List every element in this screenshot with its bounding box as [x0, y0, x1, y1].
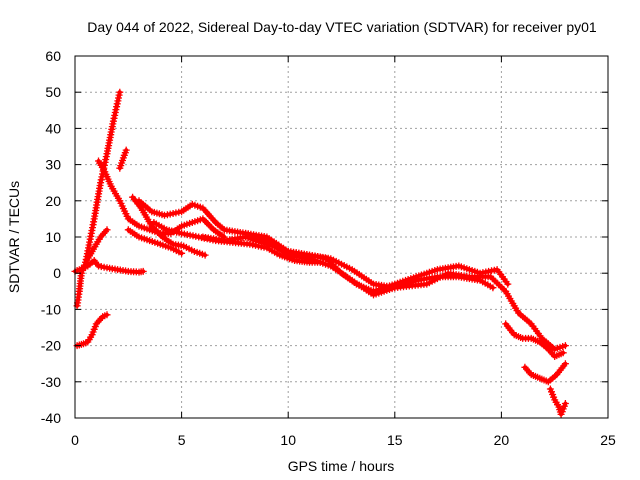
series-arc-4	[82, 88, 124, 266]
data-point-markers	[124, 226, 186, 257]
series-arc-16	[546, 385, 569, 418]
series-arc-3	[73, 311, 111, 350]
y-tick-label: 10	[45, 229, 61, 245]
y-tick-label: -20	[41, 338, 61, 354]
x-tick-label: 20	[494, 432, 510, 448]
series-arc-7	[124, 226, 186, 257]
data-point-markers	[116, 146, 130, 172]
y-tick-label: -40	[41, 410, 61, 426]
series-arc-9	[135, 197, 228, 234]
data-point-markers	[242, 229, 569, 353]
series-arc-6	[116, 146, 130, 172]
chart-title: Day 044 of 2022, Sidereal Day-to-day VTE…	[87, 19, 597, 35]
axes: -40 -30 -20 -10 0 10 20 30 40 50 60 0 5 10 15 20 25	[41, 48, 616, 448]
data-point-markers	[521, 360, 569, 386]
x-axis-label: GPS time / hours	[288, 458, 395, 474]
series-arc-13	[242, 229, 569, 353]
x-tick-label: 5	[178, 432, 186, 448]
y-axis-label: SDTVAR / TECUs	[6, 181, 22, 293]
series-arc-14	[502, 320, 567, 360]
y-tick-label: 40	[45, 120, 61, 136]
x-tick-label: 15	[387, 432, 403, 448]
data-point-markers	[150, 219, 324, 266]
x-tick-label: 10	[280, 432, 296, 448]
y-tick-label: -10	[41, 301, 61, 317]
data-point-markers	[546, 385, 569, 418]
plot-area	[71, 88, 569, 418]
y-tick-label: 0	[53, 265, 61, 281]
data-point-markers	[502, 320, 567, 360]
x-tick-label: 0	[71, 432, 79, 448]
grid	[75, 56, 608, 418]
series-arc-10	[150, 219, 324, 266]
data-point-markers	[135, 197, 228, 234]
series-arc-8	[129, 193, 209, 259]
y-tick-label: 30	[45, 157, 61, 173]
data-point-markers	[82, 88, 124, 266]
y-tick-label: 20	[45, 193, 61, 209]
y-tick-label: 50	[45, 84, 61, 100]
x-tick-label: 25	[600, 432, 616, 448]
data-point-markers	[129, 193, 209, 259]
y-tick-label: 60	[45, 48, 61, 64]
series-arc-15	[521, 360, 569, 386]
y-tick-label: -30	[41, 374, 61, 390]
